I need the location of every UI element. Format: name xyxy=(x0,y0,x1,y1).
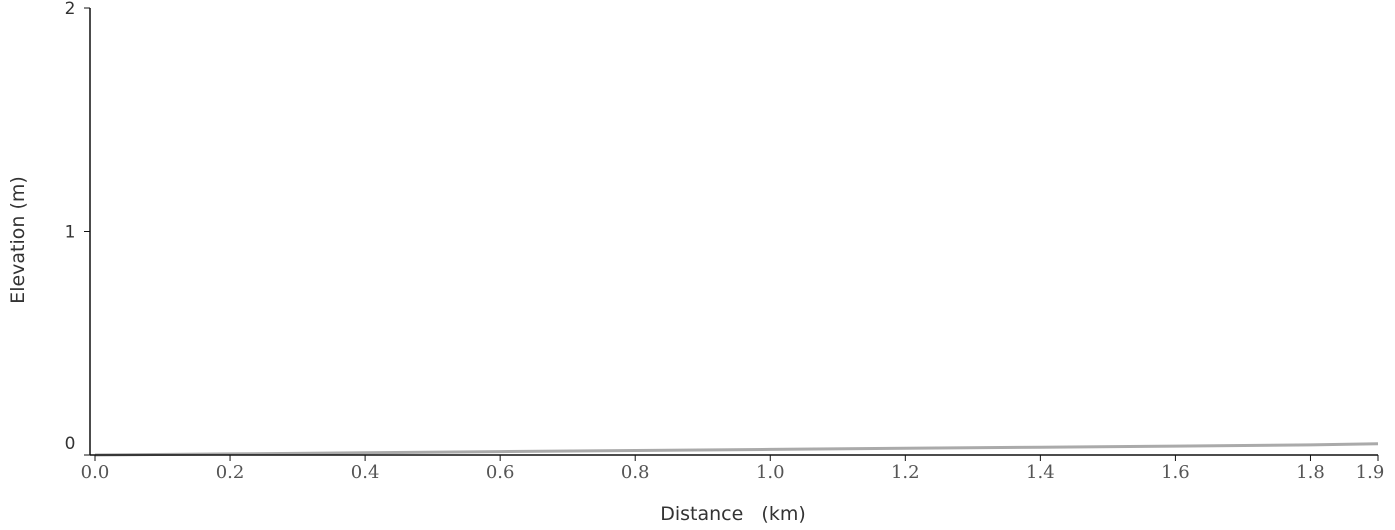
x-tick-label: 1.9 xyxy=(1356,462,1385,483)
x-tick-label: 1.2 xyxy=(891,462,920,483)
x-tick-label: 1.6 xyxy=(1161,462,1190,483)
elevation-series-line xyxy=(94,442,1379,457)
x-tick-label: 0.8 xyxy=(621,462,650,483)
x-tick-label: 0.6 xyxy=(486,462,515,483)
x-tick-label: 0.4 xyxy=(351,462,380,483)
x-axis-title: Distance (km) xyxy=(660,503,806,525)
tick-marks xyxy=(84,7,1379,461)
tick-labels: 0.0 0.2 0.4 0.6 0.8 1.0 1.2 1.4 1.6 1.8 1.9 0 1 2 xyxy=(65,0,1385,483)
x-tick-label: 0.2 xyxy=(216,462,245,483)
x-tick-label: 1.8 xyxy=(1296,462,1325,483)
y-tick-label: 0 xyxy=(65,434,76,454)
y-tick-label: 2 xyxy=(65,0,76,19)
axes xyxy=(89,8,1378,456)
y-tick-label: 1 xyxy=(65,223,76,243)
x-tick-label: 0.0 xyxy=(81,462,110,483)
plot-area xyxy=(94,442,1379,457)
x-tick-label: 1.0 xyxy=(756,462,785,483)
x-tick-label: 1.4 xyxy=(1026,462,1055,483)
y-axis-title: Elevation (m) xyxy=(7,176,29,304)
